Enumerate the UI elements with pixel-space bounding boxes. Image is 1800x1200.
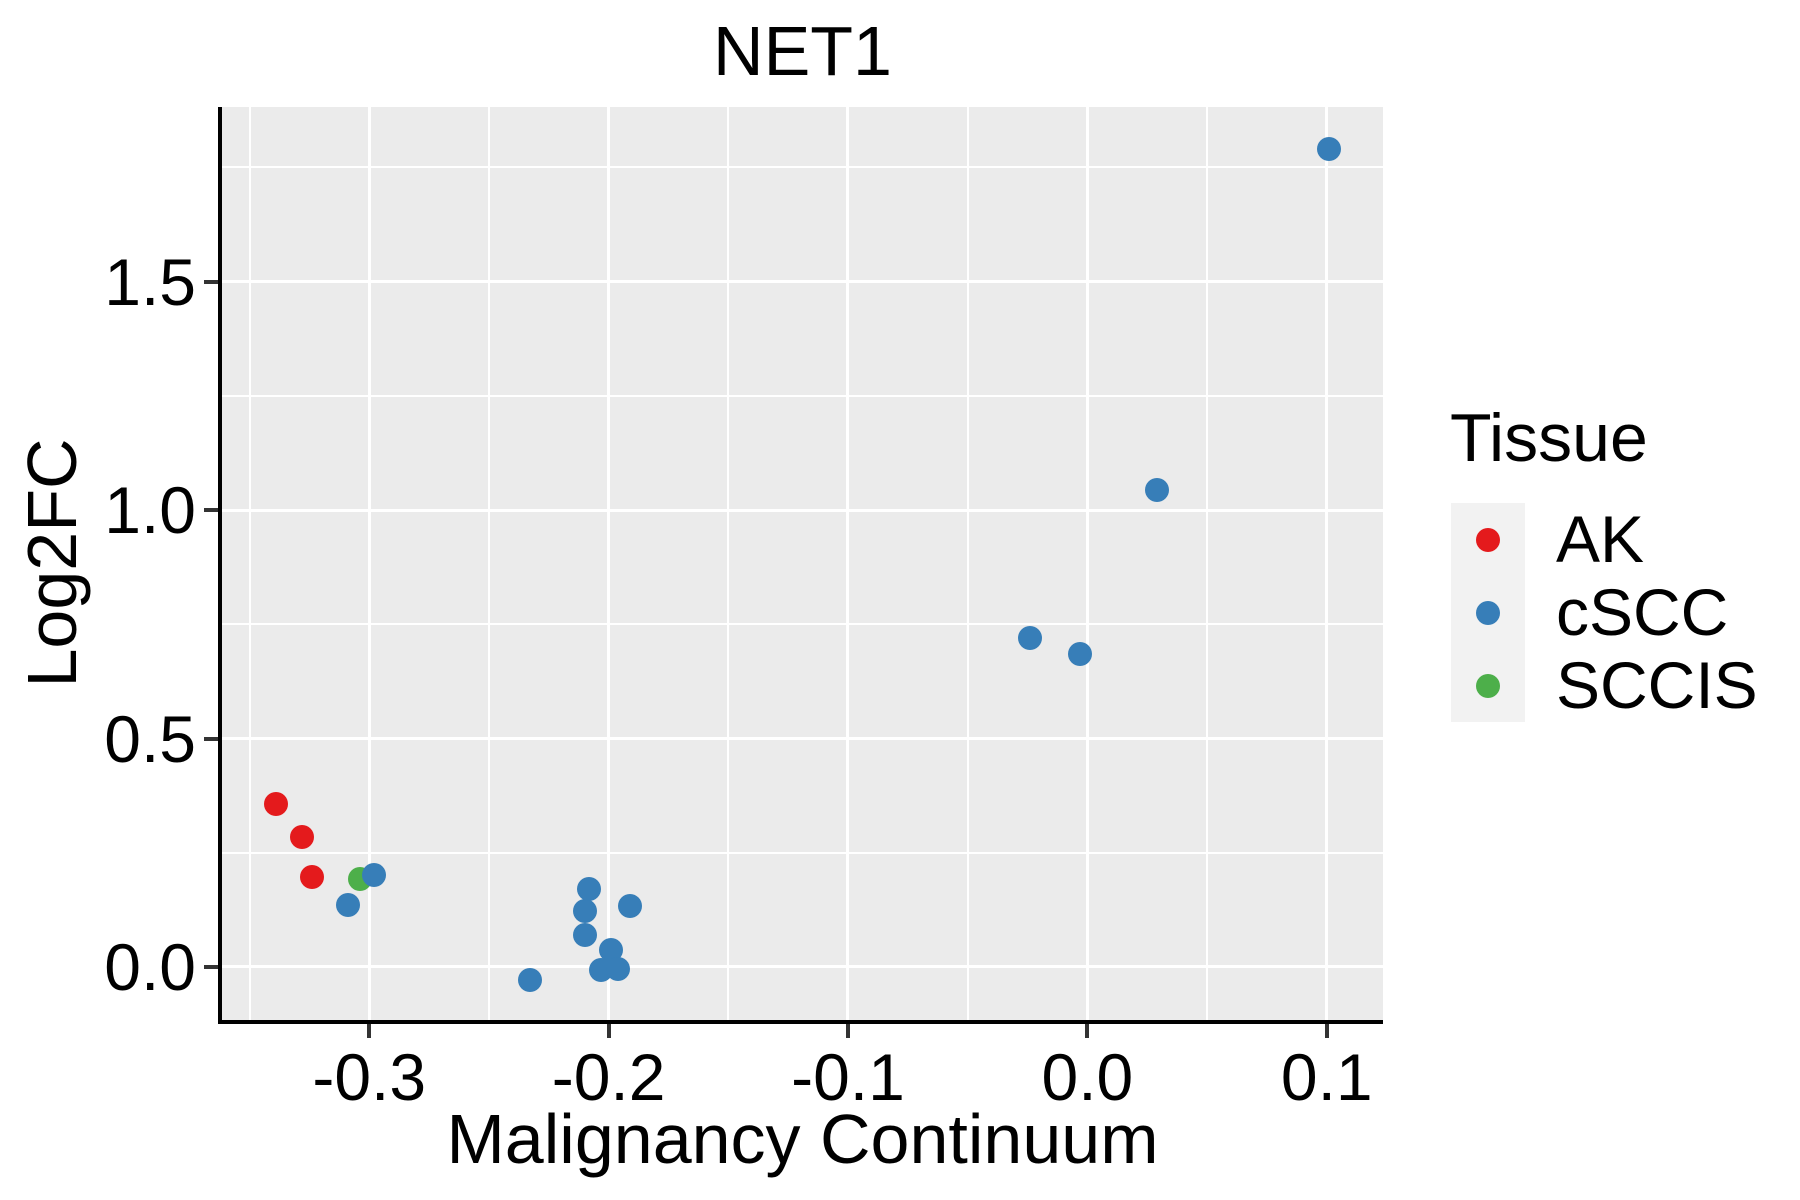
x-major-gridline — [846, 107, 850, 1020]
y-tick-mark — [204, 279, 218, 284]
data-point-cSCC — [618, 893, 643, 918]
data-point-AK — [263, 791, 288, 816]
x-axis-line — [218, 1020, 1383, 1024]
x-major-gridline — [607, 107, 611, 1020]
x-tick-label: -0.2 — [551, 1040, 666, 1114]
x-major-gridline — [1085, 107, 1089, 1020]
legend-key-SCCIS — [1451, 649, 1525, 722]
data-point-cSCC — [606, 957, 631, 982]
y-major-gridline — [222, 508, 1383, 512]
x-tick-mark — [1324, 1024, 1329, 1038]
y-major-gridline — [222, 965, 1383, 969]
y-minor-gridline — [222, 394, 1383, 397]
y-major-gridline — [222, 280, 1383, 284]
legend-key-AK — [1451, 503, 1525, 576]
x-tick-label: 0.1 — [1280, 1040, 1373, 1114]
x-minor-gridline — [727, 107, 730, 1020]
data-point-cSCC — [572, 899, 597, 924]
x-axis-title: Malignancy Continuum — [446, 1100, 1159, 1178]
data-point-cSCC — [1144, 478, 1169, 503]
data-point-cSCC — [1317, 137, 1342, 162]
x-tick-label: -0.1 — [791, 1040, 905, 1114]
legend-label-cSCC: cSCC — [1556, 575, 1729, 649]
y-tick-label: 0.0 — [104, 929, 196, 1004]
legend-dot-cSCC — [1476, 600, 1500, 625]
data-point-AK — [299, 864, 324, 889]
y-tick-mark — [204, 964, 218, 969]
y-tick-label: 1.5 — [104, 244, 196, 319]
x-minor-gridline — [487, 107, 490, 1020]
y-major-gridline — [222, 737, 1383, 740]
x-minor-gridline — [966, 107, 969, 1020]
legend-dot-SCCIS — [1476, 673, 1500, 698]
x-tick-label: 0.0 — [1041, 1040, 1134, 1114]
x-tick-label: -0.3 — [312, 1040, 427, 1114]
y-tick-label: 1.0 — [104, 473, 196, 548]
y-tick-mark — [204, 508, 218, 513]
y-minor-gridline — [222, 851, 1383, 854]
legend-key-cSCC — [1451, 576, 1525, 649]
y-minor-gridline — [222, 166, 1383, 169]
legend-title: Tissue — [1450, 400, 1648, 476]
legend-dot-AK — [1476, 527, 1500, 552]
data-point-cSCC — [1068, 641, 1093, 666]
data-point-cSCC — [362, 863, 386, 888]
x-major-gridline — [1325, 107, 1329, 1020]
x-major-gridline — [367, 107, 371, 1020]
x-minor-gridline — [1206, 107, 1209, 1020]
y-tick-mark — [204, 736, 218, 741]
y-minor-gridline — [222, 623, 1383, 626]
data-point-AK — [290, 824, 315, 849]
x-minor-gridline — [248, 107, 251, 1020]
y-tick-label: 0.5 — [104, 701, 196, 776]
x-tick-mark — [845, 1024, 850, 1038]
legend-label-AK: AK — [1556, 502, 1645, 576]
x-tick-mark — [1085, 1024, 1090, 1038]
x-tick-mark — [606, 1024, 611, 1038]
legend-label-SCCIS: SCCIS — [1556, 648, 1758, 722]
y-axis-line — [218, 107, 222, 1024]
data-point-cSCC — [572, 923, 597, 947]
data-point-cSCC — [1017, 625, 1042, 650]
data-point-cSCC — [517, 967, 542, 992]
plot-panel — [222, 107, 1383, 1020]
chart-title: NET1 — [713, 12, 892, 90]
data-point-cSCC — [577, 876, 602, 901]
x-tick-mark — [367, 1024, 372, 1038]
data-point-cSCC — [335, 892, 360, 917]
